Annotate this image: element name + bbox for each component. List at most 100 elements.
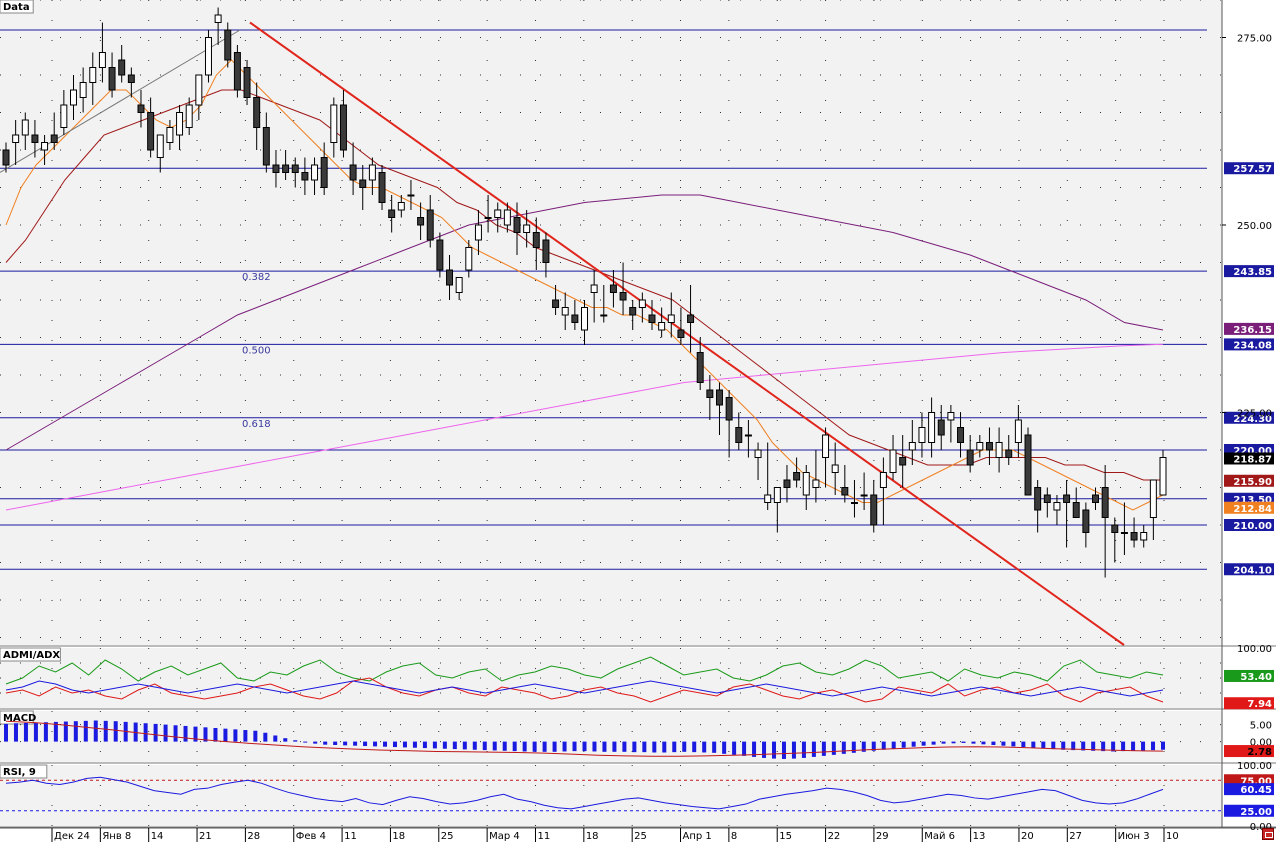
candle-down	[282, 164, 290, 173]
time-tick-label: 11	[344, 831, 357, 842]
ma-long-line	[5, 343, 1164, 511]
fib-label: 0.382	[242, 272, 271, 283]
macd-bar	[1061, 741, 1066, 750]
time-tick-label: Май 6	[924, 831, 955, 842]
macd-bar	[143, 723, 148, 742]
rsi-value-label: 75.00	[1240, 776, 1272, 787]
macd-bar	[1111, 741, 1116, 752]
macd-value-tag	[1224, 745, 1274, 758]
candle-up	[860, 494, 868, 497]
candle-down	[696, 352, 704, 383]
macd-bar	[243, 730, 248, 742]
time-tick-label: Апр 1	[683, 831, 712, 842]
value-tag	[1224, 474, 1274, 487]
candle-down	[436, 239, 444, 271]
candle-down	[629, 307, 637, 316]
candle-up	[70, 89, 77, 106]
macd-bar	[861, 741, 866, 752]
macd-bar	[323, 741, 328, 745]
candle-up	[185, 104, 193, 128]
candle-down	[1024, 434, 1032, 496]
candle-up	[41, 142, 49, 151]
price-tick-label: 250.00	[1237, 221, 1272, 232]
macd-bar	[951, 741, 956, 744]
macd-bar	[762, 741, 767, 758]
macd-bar	[971, 741, 976, 744]
price-tag	[1224, 265, 1274, 278]
macd-bar	[871, 741, 876, 751]
macd-bar	[652, 741, 657, 753]
candle-down	[137, 104, 145, 113]
candle-up	[494, 209, 502, 218]
candle-up	[455, 277, 463, 293]
macd-bar	[572, 741, 577, 752]
candle-down	[687, 314, 695, 323]
candle-up	[744, 434, 752, 437]
macd-bar	[692, 741, 697, 753]
macd-bar	[981, 741, 986, 745]
candle-up	[764, 494, 772, 503]
candle-up	[658, 322, 666, 331]
chart-menu-button[interactable]	[1262, 828, 1274, 840]
candle-down	[262, 127, 270, 166]
macd-bar	[841, 741, 846, 754]
candle-up	[176, 112, 184, 136]
rsi-value-tag	[1224, 783, 1274, 796]
macd-bar	[831, 741, 836, 755]
macd-bar	[263, 732, 268, 742]
macd-bar	[33, 722, 38, 742]
macd-bar	[113, 721, 118, 742]
macd-tick-label: 5.00	[1250, 721, 1272, 732]
macd-bar	[412, 741, 417, 748]
price-tag-label: 220.00	[1233, 446, 1272, 457]
candle-down	[1101, 487, 1109, 518]
macd-bar	[622, 741, 627, 752]
macd-bar	[911, 741, 916, 747]
macd-bar	[383, 741, 388, 747]
time-tick-label: 25	[634, 831, 647, 842]
macd-bar	[1161, 741, 1165, 750]
price-tag	[1224, 519, 1274, 531]
candle-down	[1082, 509, 1090, 533]
candle-down	[899, 457, 907, 466]
ma-slow-line	[5, 194, 1164, 451]
candle-up	[1149, 479, 1157, 518]
macd-bar	[532, 741, 537, 752]
macd-bar	[961, 741, 966, 743]
candle-up	[214, 14, 222, 23]
macd-bar	[1071, 741, 1076, 751]
macd-bar	[931, 741, 936, 745]
macd-bar	[1141, 741, 1146, 751]
candle-down	[571, 314, 579, 323]
candle-down	[253, 97, 261, 128]
fib-label: 0.618	[242, 419, 271, 430]
macd-bar	[4, 723, 8, 742]
macd-bar	[1031, 741, 1036, 748]
macd-bar	[781, 741, 786, 759]
candle-down	[127, 74, 135, 83]
price-tag	[1224, 411, 1274, 424]
macd-bar	[682, 741, 687, 752]
candle-down	[31, 134, 39, 143]
time-tick-label: 8	[731, 831, 737, 842]
candle-up	[667, 314, 675, 323]
macd-bar	[612, 741, 617, 752]
macd-panel-title: MACD	[3, 713, 36, 724]
rsi-panel-title: RSI, 9	[3, 767, 36, 778]
macd-bar	[492, 741, 497, 751]
candle-down	[349, 164, 357, 181]
candle-down	[552, 299, 560, 308]
candle-up	[12, 134, 20, 143]
value-tag-label: 236.15	[1233, 325, 1272, 336]
time-tick-label: 18	[392, 831, 405, 842]
candle-down	[1111, 524, 1119, 533]
candle-down	[426, 209, 434, 241]
macd-bar	[562, 741, 567, 752]
candle-down	[272, 164, 280, 173]
candle-down	[2, 149, 10, 166]
time-tick-label: 13	[973, 831, 986, 842]
macd-bar	[353, 741, 358, 746]
macd-bar	[642, 741, 647, 753]
candle-down	[1092, 494, 1099, 503]
